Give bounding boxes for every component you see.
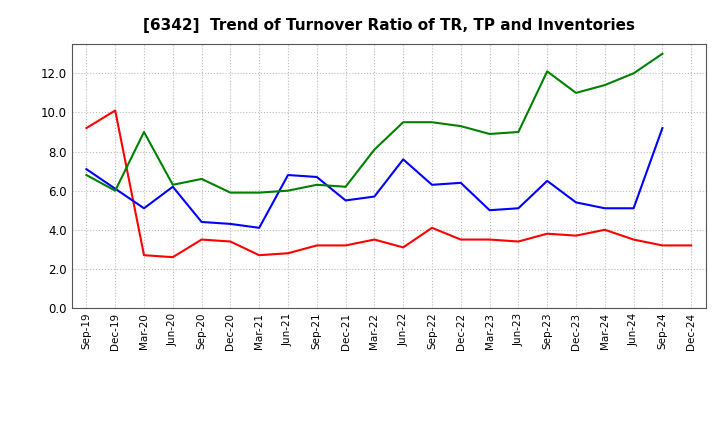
Trade Receivables (111, 108, 120, 113)
Inventories (514, 129, 523, 135)
Trade Receivables (485, 237, 494, 242)
Trade Payables (226, 221, 235, 227)
Trade Payables (514, 205, 523, 211)
Trade Payables (456, 180, 465, 186)
Trade Payables (341, 198, 350, 203)
Trade Payables (370, 194, 379, 199)
Trade Payables (284, 172, 292, 178)
Inventories (341, 184, 350, 189)
Inventories (658, 51, 667, 56)
Trade Payables (140, 205, 148, 211)
Trade Receivables (456, 237, 465, 242)
Inventories (255, 190, 264, 195)
Trade Receivables (428, 225, 436, 231)
Trade Payables (572, 200, 580, 205)
Trade Payables (629, 205, 638, 211)
Inventories (312, 182, 321, 187)
Trade Receivables (572, 233, 580, 238)
Trade Receivables (600, 227, 609, 232)
Trade Receivables (658, 243, 667, 248)
Trade Receivables (399, 245, 408, 250)
Trade Payables (399, 157, 408, 162)
Trade Payables (82, 166, 91, 172)
Trade Receivables (82, 125, 91, 131)
Inventories (428, 120, 436, 125)
Trade Receivables (629, 237, 638, 242)
Trade Receivables (140, 253, 148, 258)
Trade Payables (255, 225, 264, 231)
Trade Payables (428, 182, 436, 187)
Inventories (485, 131, 494, 136)
Trade Payables (543, 178, 552, 183)
Line: Inventories: Inventories (86, 54, 662, 193)
Inventories (111, 188, 120, 193)
Trade Payables (600, 205, 609, 211)
Inventories (197, 176, 206, 182)
Inventories (629, 71, 638, 76)
Trade Receivables (543, 231, 552, 236)
Inventories (543, 69, 552, 74)
Inventories (140, 129, 148, 135)
Trade Receivables (312, 243, 321, 248)
Trade Receivables (370, 237, 379, 242)
Trade Payables (168, 184, 177, 189)
Trade Receivables (168, 254, 177, 260)
Inventories (370, 147, 379, 152)
Inventories (399, 120, 408, 125)
Trade Payables (485, 208, 494, 213)
Trade Receivables (197, 237, 206, 242)
Title: [6342]  Trend of Turnover Ratio of TR, TP and Inventories: [6342] Trend of Turnover Ratio of TR, TP… (143, 18, 635, 33)
Trade Receivables (255, 253, 264, 258)
Inventories (82, 172, 91, 178)
Inventories (572, 90, 580, 95)
Trade Payables (111, 186, 120, 191)
Line: Trade Payables: Trade Payables (86, 128, 662, 228)
Trade Receivables (341, 243, 350, 248)
Trade Payables (312, 174, 321, 180)
Inventories (456, 124, 465, 129)
Trade Receivables (284, 251, 292, 256)
Inventories (168, 182, 177, 187)
Inventories (284, 188, 292, 193)
Trade Receivables (514, 239, 523, 244)
Trade Receivables (687, 243, 696, 248)
Inventories (226, 190, 235, 195)
Trade Payables (658, 125, 667, 131)
Inventories (600, 82, 609, 88)
Trade Payables (197, 219, 206, 224)
Line: Trade Receivables: Trade Receivables (86, 110, 691, 257)
Trade Receivables (226, 239, 235, 244)
